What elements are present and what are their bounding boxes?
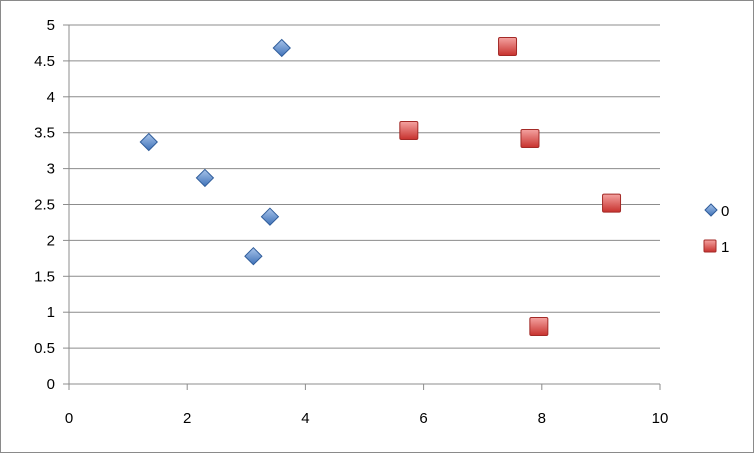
y-tick-label: 1 — [47, 304, 55, 321]
series-1-point — [602, 193, 622, 213]
series-0-point — [272, 38, 291, 58]
legend: 01 — [703, 203, 729, 256]
series-1-point — [399, 121, 419, 141]
y-tick-label: 4 — [47, 89, 55, 106]
legend-label-series-0: 0 — [721, 203, 729, 220]
y-tick-labels: 0 0.5 1 1.5 2 2.5 3 3.5 4 4.5 5 — [34, 17, 55, 393]
x-tick-label: 4 — [301, 410, 309, 427]
y-tick-label: 0 — [47, 376, 55, 393]
series-0-point — [195, 168, 215, 188]
data-points — [139, 37, 622, 337]
y-tick-label: 2 — [47, 232, 55, 249]
y-tick-label: 3.5 — [34, 125, 55, 142]
series-1-point — [520, 128, 540, 148]
y-tick-label: 3 — [47, 161, 55, 178]
series-0-point — [244, 246, 263, 266]
series-1-point — [498, 37, 518, 57]
axes — [63, 24, 661, 390]
x-tick-label: 8 — [538, 410, 546, 427]
legend-label-series-1: 1 — [721, 239, 729, 256]
legend-marker-series-0 — [704, 203, 718, 217]
x-tick-label: 0 — [65, 410, 73, 427]
gridlines — [69, 24, 660, 349]
legend-marker-series-1 — [703, 239, 717, 253]
x-tick-labels: 0 2 4 6 8 10 — [65, 410, 669, 427]
y-tick-label: 0.5 — [34, 340, 55, 357]
y-tick-label: 1.5 — [34, 268, 55, 285]
x-tick-label: 6 — [419, 410, 427, 427]
x-tick-label: 2 — [183, 410, 191, 427]
y-tick-label: 4.5 — [34, 53, 55, 70]
series-1-point — [529, 317, 549, 337]
series-0-point — [139, 132, 158, 152]
y-tick-label: 5 — [47, 17, 55, 34]
x-tick-label: 10 — [652, 410, 669, 427]
y-tick-label: 2.5 — [34, 197, 55, 214]
series-0-point — [260, 207, 280, 226]
